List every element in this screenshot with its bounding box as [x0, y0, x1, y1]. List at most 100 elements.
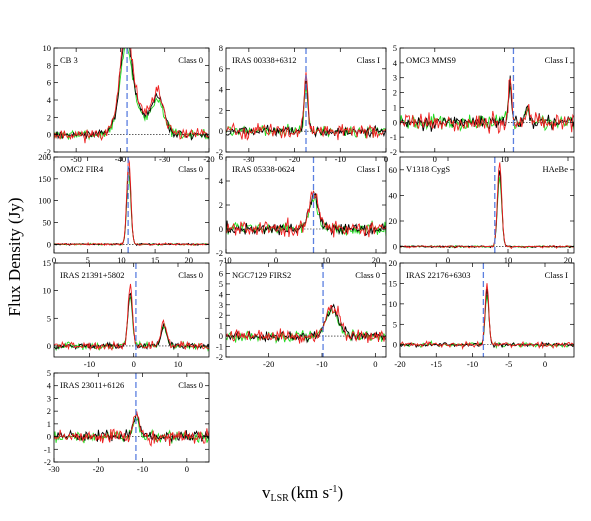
source-class: Class 0 [178, 164, 203, 174]
source-class: Class I [357, 55, 381, 65]
y-tick-label: 20 [389, 216, 398, 226]
y-tick-label: -2 [44, 147, 51, 157]
y-tick-label: 8 [219, 43, 223, 53]
y-tick-label: 3 [219, 300, 223, 310]
y-tick-label: 10 [43, 286, 52, 296]
x-tick-label: -30 [159, 154, 170, 164]
y-tick-label: 150 [38, 174, 51, 184]
spectrum-green [400, 176, 574, 249]
spectrum-red [400, 77, 574, 135]
y-tick-label: 7 [219, 258, 223, 268]
y-tick-label: 2 [47, 112, 51, 122]
y-tick-label: 6 [219, 268, 223, 278]
y-tick-label: 40 [389, 190, 398, 200]
x-tick-label: 0 [543, 359, 547, 369]
x-tick-label: 20 [372, 255, 381, 265]
spectrum-red [226, 72, 386, 141]
source-class: Class I [545, 270, 569, 280]
y-tick-label: 5 [393, 43, 397, 53]
y-tick-label: 4 [47, 95, 52, 105]
spectrum-black [400, 170, 574, 249]
y-tick-label: -1 [216, 342, 223, 352]
source-class: Class 0 [178, 380, 203, 390]
panel-frame [399, 262, 575, 358]
panel-frame [225, 47, 387, 153]
y-tick-label: -2 [216, 147, 223, 157]
y-tick-label: 2 [219, 200, 223, 210]
y-tick-label: 5 [393, 319, 397, 329]
spectrum-red [54, 158, 209, 246]
source-class: HAeBe [543, 164, 569, 174]
spectrum-red [54, 48, 209, 144]
y-tick-label: 3 [47, 393, 51, 403]
x-tick-label: 0 [274, 255, 278, 265]
x-tick-label: -10 [137, 464, 148, 474]
y-tick-label: 4 [47, 381, 52, 391]
x-tick-label: -5 [505, 359, 512, 369]
y-tick-label: 200 [38, 152, 51, 162]
x-tick-label: -40 [115, 154, 126, 164]
x-tick-label: 0 [185, 464, 189, 474]
panel-frame [53, 262, 210, 358]
x-tick-label: 15 [151, 255, 160, 265]
source-class: Class 0 [355, 270, 380, 280]
y-tick-label: 0 [393, 340, 397, 350]
y-tick-label: 3 [393, 73, 397, 83]
y-tick-label: 5 [47, 368, 51, 378]
x-tick-label: -10 [220, 255, 231, 265]
y-tick-label: -2 [216, 248, 223, 258]
y-tick-label: -2 [44, 457, 51, 467]
y-tick-label: 6 [219, 152, 223, 162]
x-tick-label: 20 [185, 255, 194, 265]
y-tick-label: 5 [47, 313, 51, 323]
y-tick-label: 6 [219, 64, 223, 74]
x-axis-label-close: ) [337, 483, 343, 502]
source-name: OMC2 FIR4 [60, 164, 104, 174]
y-tick-label: 2 [47, 406, 51, 416]
source-class: Class 0 [178, 55, 203, 65]
y-tick-label: 50 [43, 217, 52, 227]
x-tick-label: 0 [52, 255, 56, 265]
y-tick-label: 0 [393, 242, 397, 252]
source-name: IRAS 00338+6312 [232, 55, 297, 65]
x-tick-label: -20 [93, 464, 104, 474]
y-tick-label: 8 [47, 60, 51, 70]
source-name: CB 3 [60, 55, 78, 65]
x-tick-label: 10 [500, 154, 509, 164]
x-tick-label: -20 [263, 359, 274, 369]
y-tick-label: 0 [219, 126, 223, 136]
y-tick-label: 1 [393, 102, 397, 112]
x-tick-label: -50 [70, 154, 81, 164]
x-tick-label: 0 [433, 154, 437, 164]
y-tick-label: 1 [47, 419, 51, 429]
y-tick-label: 10 [389, 299, 398, 309]
y-tick-label: 0 [393, 117, 397, 127]
x-tick-label: 10 [322, 255, 331, 265]
panel-6: 0 10 20 0 20 40 60 V1318 CygS HAeBe [389, 156, 575, 265]
source-name: IRAS 22176+6303 [406, 270, 471, 280]
x-tick-label: -10 [335, 154, 346, 164]
y-tick-label: 20 [389, 258, 398, 268]
y-tick-label: -1 [44, 444, 51, 454]
y-tick-label: -2 [390, 147, 397, 157]
x-tick-label: 0 [132, 359, 136, 369]
x-tick-label: 10 [504, 255, 513, 265]
x-tick-label: -30 [243, 154, 254, 164]
y-tick-label: 1 [219, 321, 223, 331]
panel-7: -10 0 10 0 5 10 15 IRAS 21391+5802 Class 0 [43, 258, 210, 369]
panel-frame [399, 156, 575, 254]
y-tick-label: 0 [219, 331, 223, 341]
x-tick-label: 20 [564, 255, 573, 265]
spectrum-red [400, 162, 574, 250]
y-tick-label: 0 [219, 224, 223, 234]
spectrum-red [54, 411, 209, 447]
y-tick-label: 0 [47, 341, 51, 351]
y-tick-label: 4 [393, 58, 398, 68]
x-tick-label: -20 [289, 154, 300, 164]
y-tick-label: 100 [38, 196, 51, 206]
